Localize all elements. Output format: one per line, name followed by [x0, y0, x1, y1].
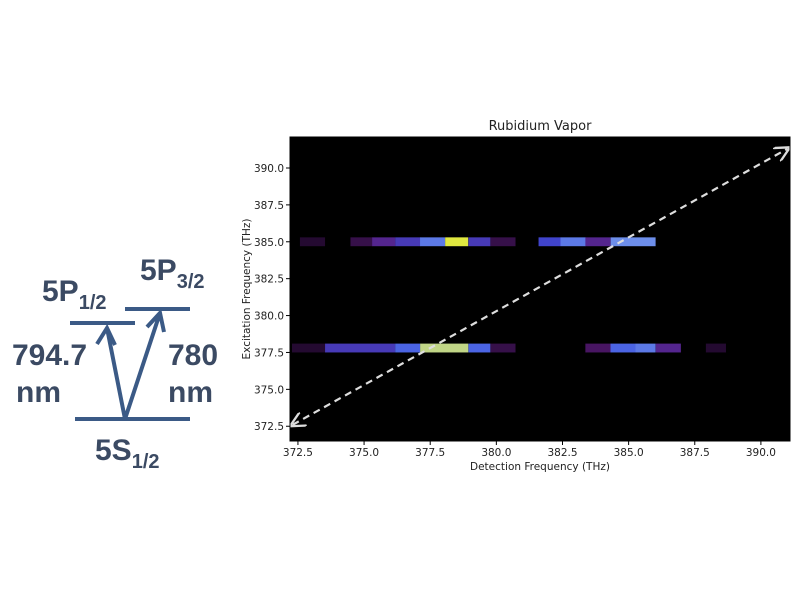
x-tick-label: 387.5 — [680, 447, 710, 459]
axes: 372.5 375.0 377.5 380.0 382.5 385.0 387.5 390.0… — [254, 136, 791, 459]
heat-cell — [325, 343, 396, 353]
y-tick-label: 377.5 — [254, 347, 284, 359]
plot-area — [290, 137, 790, 441]
x-axis-label: Detection Frequency (THz) — [470, 461, 610, 473]
wavelength-unit: nm — [16, 376, 61, 409]
level-label: 5P3/2 — [140, 254, 205, 293]
heat-cell — [395, 343, 421, 353]
heat-cell — [468, 237, 491, 247]
heat-cell — [635, 343, 656, 353]
heat-cell — [350, 237, 373, 247]
x-tick-label: 380.0 — [481, 447, 511, 459]
y-tick-label: 380.0 — [254, 311, 284, 323]
heat-cell — [420, 237, 446, 247]
y-tick-label: 372.5 — [254, 421, 284, 433]
level-name: 5P — [140, 254, 177, 287]
x-tick-label: 375.0 — [349, 447, 379, 459]
heat-cell — [538, 237, 561, 247]
heat-cell — [560, 237, 586, 247]
y-tick-label: 382.5 — [254, 274, 284, 286]
y-axis-label: Excitation Frequency (THz) — [241, 219, 253, 360]
heat-cell — [445, 237, 469, 247]
level-name: 5P — [42, 275, 79, 308]
heat-cell — [610, 237, 656, 247]
y-tick-label: 390.0 — [254, 163, 284, 175]
level-label: 5S1/2 — [95, 434, 160, 473]
transition-arrow — [123, 308, 166, 420]
level-name: 5S — [95, 434, 132, 467]
heat-cell — [490, 237, 516, 247]
wavelength: 780 — [168, 339, 218, 372]
reference-line — [293, 149, 788, 425]
x-tick-label: 372.5 — [283, 447, 313, 459]
heat-cell — [395, 237, 421, 247]
energy-diagram — [70, 307, 190, 421]
heatmap — [292, 149, 787, 425]
heat-cell — [468, 343, 491, 353]
heat-cell — [372, 237, 396, 247]
level-subscript: 3/2 — [177, 271, 205, 293]
x-tick-label: 382.5 — [547, 447, 577, 459]
y-tick-label: 385.0 — [254, 237, 284, 249]
axes-frame — [289, 136, 791, 442]
heat-cell — [291, 343, 326, 353]
x-tick-label: 390.0 — [746, 447, 776, 459]
wavelength-unit: nm — [168, 376, 213, 409]
y-tick-label: 387.5 — [254, 200, 284, 212]
heat-cell — [420, 343, 469, 353]
level-label: 5P1/2 — [42, 275, 107, 314]
heat-cell — [585, 237, 611, 247]
level-subscript: 1/2 — [132, 451, 160, 473]
chart-title: Rubidium Vapor — [489, 119, 593, 134]
heat-cell — [585, 343, 611, 353]
wavelength: 794.7 — [12, 339, 87, 372]
heat-cell — [490, 343, 516, 353]
y-tick-label: 375.0 — [254, 384, 284, 396]
x-tick-label: 385.0 — [614, 447, 644, 459]
level-subscript: 1/2 — [79, 292, 107, 314]
heat-cell — [299, 237, 326, 247]
x-tick-label: 377.5 — [415, 447, 445, 459]
heat-cell — [655, 343, 681, 353]
transition-arrow — [95, 323, 127, 420]
heat-cell — [610, 343, 636, 353]
heat-cell — [705, 343, 726, 353]
